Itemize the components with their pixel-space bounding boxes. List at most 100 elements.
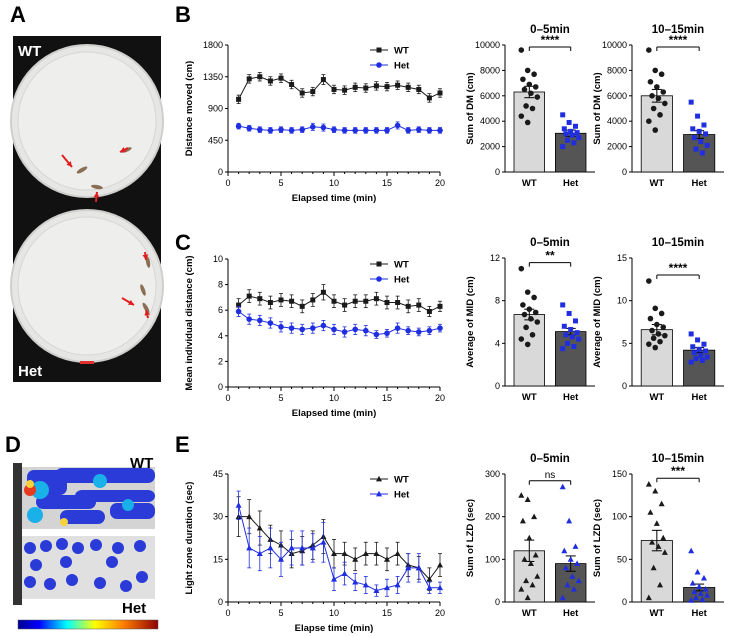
legend-marker	[376, 475, 382, 482]
heatmap-label-het: Het	[122, 600, 146, 617]
data-point	[373, 296, 379, 302]
data-point	[373, 331, 380, 338]
data-point	[416, 86, 422, 92]
heatmap-blob	[55, 468, 155, 483]
y-tick-label: 4000	[607, 116, 627, 126]
data-point	[534, 94, 541, 100]
y-tick-label: 6	[218, 305, 223, 315]
series-het	[235, 305, 443, 339]
significance-label: ****	[669, 33, 688, 47]
chart-title: 10–15min	[652, 24, 704, 36]
data-point	[688, 547, 695, 554]
data-point	[646, 47, 652, 53]
y-tick-label: 100	[612, 512, 627, 522]
y-tick-label: 100	[485, 554, 500, 564]
red-arrowhead-icon	[142, 254, 149, 260]
data-point	[310, 89, 316, 95]
legend-marker	[376, 47, 382, 53]
photo-panel: WT Het	[10, 36, 164, 382]
data-point	[652, 305, 659, 312]
data-point	[560, 346, 566, 352]
bar-wt	[513, 314, 546, 387]
data-point	[526, 306, 533, 313]
legend-label-het: Het	[394, 490, 410, 501]
data-point	[576, 336, 582, 342]
data-point	[341, 550, 348, 557]
data-point	[658, 71, 665, 78]
y-axis-label: Light zone duration (sec)	[184, 482, 195, 595]
data-point	[650, 105, 657, 112]
y-tick-label: 10	[617, 296, 627, 306]
panel-label-c: C	[175, 230, 191, 255]
bar-chart-B-bar1: 0 2000 4000 6000 8000 10000 0–5min Sum of DM (c…	[465, 24, 595, 189]
data-point	[362, 581, 369, 588]
y-tick-label: 8000	[607, 65, 627, 75]
x-tick-label: 5	[278, 608, 283, 618]
data-point	[256, 524, 263, 531]
data-point	[331, 326, 337, 333]
data-point	[704, 591, 711, 598]
data-point	[702, 586, 709, 592]
data-point	[655, 331, 662, 337]
data-point	[320, 539, 327, 545]
data-point	[518, 492, 525, 498]
data-point	[518, 47, 525, 53]
x-category-label: Het	[692, 178, 708, 189]
data-point	[653, 520, 660, 526]
x-axis-label: Elapse time (min)	[295, 623, 374, 634]
data-point	[246, 544, 253, 551]
data-point	[352, 84, 358, 90]
data-point	[526, 81, 533, 88]
legend-marker	[376, 276, 382, 282]
x-tick-label: 5	[278, 178, 283, 188]
y-tick-label: 2000	[480, 142, 500, 152]
data-point	[688, 331, 694, 337]
line-chart-E-line: 0 15 30 45 0 5 10 15 20 Elapse time (min) Light zo…	[184, 469, 445, 634]
y-tick-label: 0	[622, 167, 627, 177]
data-point	[699, 150, 705, 156]
significance-label: ****	[541, 33, 560, 47]
y-tick-label: 2000	[607, 142, 627, 152]
data-point	[299, 303, 305, 309]
legend-label-het: Het	[394, 61, 410, 72]
data-point	[288, 544, 295, 551]
panel-label-a: A	[10, 2, 26, 27]
dish-inner	[17, 51, 157, 191]
y-tick-label: 10000	[475, 40, 500, 50]
panel-label-d: D	[5, 432, 21, 457]
fish	[142, 302, 150, 314]
data-point	[373, 550, 380, 557]
data-point	[523, 324, 529, 331]
data-point	[236, 302, 242, 308]
x-category-label: Het	[563, 392, 579, 403]
bar-chart-E-bar1: 0 100 200 300 0–5min Sum of LZD (sec) WT Het ns	[465, 453, 595, 619]
data-point	[531, 71, 537, 78]
data-point	[384, 330, 390, 337]
heatmap-hotspot	[27, 507, 43, 523]
x-category-label: Het	[563, 178, 579, 189]
data-point	[696, 583, 703, 590]
data-point	[697, 590, 704, 596]
data-point	[416, 329, 422, 335]
data-point	[562, 564, 569, 571]
data-point	[574, 130, 580, 136]
data-point	[363, 127, 369, 134]
data-point	[521, 556, 528, 562]
dish-inner	[17, 216, 157, 356]
data-point	[341, 570, 348, 576]
data-point	[566, 119, 572, 125]
heatmap-dot	[40, 540, 52, 552]
data-point	[561, 323, 567, 329]
data-point	[519, 517, 526, 524]
data-point	[688, 99, 694, 105]
legend-label-wt: WT	[394, 475, 409, 486]
data-point	[341, 127, 348, 134]
data-point	[246, 125, 252, 132]
chart-title: 10–15min	[652, 453, 704, 465]
data-point	[569, 573, 576, 579]
bar-chart-E-bar2: 0 50 100 150 10–15min Sum of LZD (sec) WT Het **…	[592, 453, 724, 619]
data-point	[394, 581, 401, 588]
panel-label-b: B	[175, 2, 191, 27]
y-tick-label: 15	[213, 554, 223, 564]
x-category-label: WT	[522, 392, 537, 403]
